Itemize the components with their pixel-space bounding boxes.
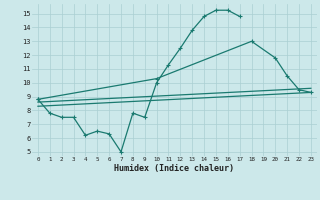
X-axis label: Humidex (Indice chaleur): Humidex (Indice chaleur) <box>115 164 234 173</box>
